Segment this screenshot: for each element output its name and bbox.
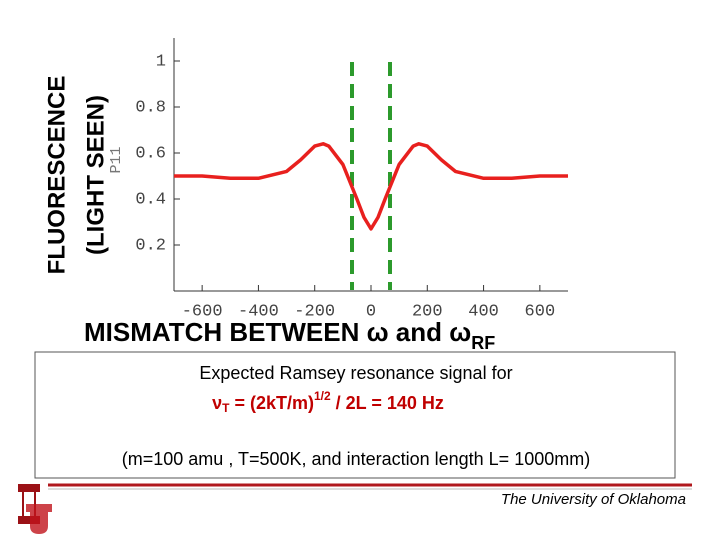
x-tick-label: -600 [182,302,223,321]
nu: ν [212,393,222,413]
side-label: (LIGHT SEEN) [82,95,109,255]
x-tick-label: -200 [294,302,335,321]
text-box [34,351,676,479]
x-tick-label: -400 [238,302,279,321]
x-tick-label: 600 [525,302,556,321]
box-formula: νT = (2kT/m)1/2 / 2L = 140 Hz [212,389,444,415]
nu-sub: T [222,401,230,415]
y-tick-label: 0.8 [135,98,166,117]
logo [18,484,52,534]
heading-sub: RF [471,333,495,353]
eq: = (2kT/m) [229,393,314,413]
footer: The University of Oklahoma [501,491,686,508]
side-label: FLUORESCENCE [43,76,70,275]
box-text: Expected Ramsey resonance signal for [199,363,512,383]
box-text: (m=100 amu , T=500K, and interaction len… [122,449,590,469]
y-tick-label: 0.6 [135,144,166,163]
x-tick-label: 0 [366,302,376,321]
rest: / 2L = 140 Hz [331,393,444,413]
x-tick-label: 400 [468,302,499,321]
y-axis-label: P11 [108,146,125,173]
data-line [174,142,568,231]
heading-text: MISMATCH BETWEEN ω and ω [84,317,471,347]
heading: MISMATCH BETWEEN ω and ωRF [84,317,495,353]
y-tick-label: 1 [156,52,166,71]
y-tick-label: 0.4 [135,190,166,209]
y-tick-label: 0.2 [135,236,166,255]
sup: 1/2 [314,389,331,403]
x-tick-label: 200 [412,302,443,321]
